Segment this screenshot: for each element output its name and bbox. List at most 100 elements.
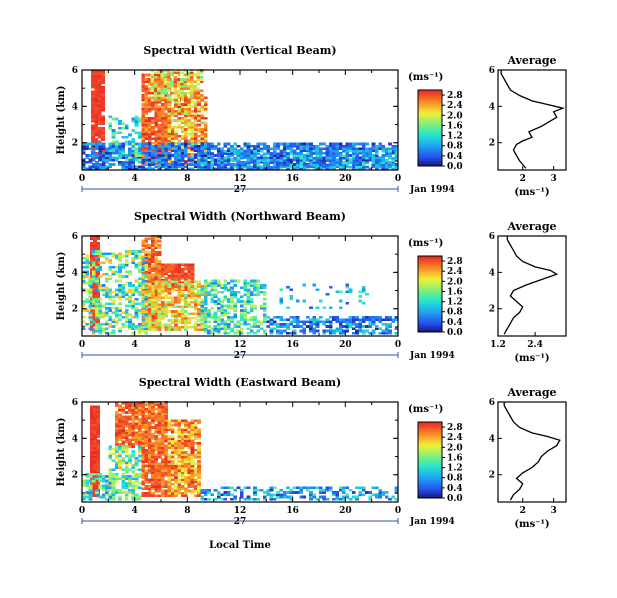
heatmap-cell bbox=[253, 320, 257, 324]
heatmap-cell bbox=[319, 163, 323, 167]
heatmap-cell bbox=[190, 492, 195, 495]
heatmap-cell bbox=[170, 314, 175, 318]
heatmap-cell bbox=[381, 331, 386, 335]
heatmap-cell bbox=[144, 107, 149, 111]
heatmap-cell bbox=[157, 128, 162, 131]
heatmap-cell bbox=[335, 290, 340, 294]
heatmap-cell bbox=[157, 71, 161, 75]
heatmap-cell bbox=[371, 154, 376, 157]
heatmap-cell bbox=[144, 312, 149, 316]
heatmap-cell bbox=[105, 154, 109, 157]
heatmap-cell bbox=[144, 266, 149, 269]
heatmap-cell bbox=[309, 325, 313, 328]
heatmap-cell bbox=[180, 167, 185, 171]
heatmap-cell bbox=[121, 291, 126, 294]
heatmap-cell bbox=[121, 461, 126, 465]
heatmap-cell bbox=[147, 269, 152, 272]
heatmap-cell bbox=[101, 72, 105, 75]
heatmap-cell bbox=[266, 149, 271, 153]
heatmap-cell bbox=[332, 154, 336, 157]
heatmap-cell bbox=[302, 160, 307, 164]
heatmap-cell bbox=[128, 422, 132, 426]
heatmap-cell bbox=[183, 94, 188, 97]
heatmap-cell bbox=[134, 309, 139, 312]
heatmap-cell bbox=[259, 159, 264, 162]
heatmap-cell bbox=[180, 473, 185, 477]
heatmap-cell bbox=[193, 316, 198, 320]
heatmap-cell bbox=[111, 497, 116, 501]
heatmap-cell bbox=[154, 105, 159, 109]
heatmap-cell bbox=[154, 303, 159, 306]
heatmap-cell bbox=[177, 123, 182, 127]
heatmap-cell bbox=[342, 156, 346, 160]
heatmap-cell bbox=[197, 128, 201, 131]
heatmap-cell bbox=[309, 151, 313, 155]
heatmap-cell bbox=[157, 419, 162, 422]
heatmap-cell bbox=[147, 158, 152, 162]
heatmap-cell bbox=[150, 98, 155, 102]
heatmap-cell bbox=[147, 287, 152, 291]
heatmap-cell bbox=[167, 442, 172, 445]
heatmap-cell bbox=[203, 148, 208, 152]
heatmap-cell bbox=[167, 114, 172, 118]
heatmap-cell bbox=[151, 448, 155, 452]
heatmap-cell bbox=[144, 437, 149, 441]
heatmap-cell bbox=[197, 462, 201, 466]
heatmap-cell bbox=[121, 167, 126, 171]
heatmap-cell bbox=[97, 97, 102, 100]
heatmap-cell bbox=[121, 126, 126, 130]
heatmap-cell bbox=[312, 316, 317, 319]
heatmap-cell bbox=[210, 142, 215, 146]
heatmap-cell bbox=[180, 460, 185, 463]
heatmap-cell bbox=[118, 268, 122, 271]
heatmap-cell bbox=[167, 112, 172, 115]
heatmap-cell bbox=[184, 160, 188, 164]
heatmap-cell bbox=[141, 244, 145, 247]
heatmap-cell bbox=[97, 72, 102, 75]
heatmap-cell bbox=[95, 142, 99, 146]
heatmap-cell bbox=[177, 107, 182, 111]
heatmap-cell bbox=[279, 159, 284, 162]
heatmap-cell bbox=[147, 319, 152, 322]
heatmap-cell bbox=[157, 239, 162, 243]
heatmap-cell bbox=[151, 251, 155, 254]
heatmap-cell bbox=[173, 85, 178, 88]
heatmap-cell bbox=[93, 405, 97, 409]
heatmap-cell bbox=[131, 140, 136, 144]
heatmap-cell bbox=[164, 446, 168, 450]
heatmap-cell bbox=[91, 149, 96, 153]
heatmap-cell bbox=[114, 450, 119, 453]
heatmap-cell bbox=[216, 167, 221, 171]
heatmap-cell bbox=[141, 460, 145, 463]
heatmap-cell bbox=[137, 325, 142, 328]
heatmap-cell bbox=[282, 322, 287, 326]
heatmap-cell bbox=[151, 457, 155, 461]
heatmap-cell bbox=[197, 165, 201, 169]
heatmap-cell bbox=[220, 304, 224, 308]
heatmap-cell bbox=[361, 318, 366, 321]
heatmap-cell bbox=[137, 468, 142, 472]
heatmap-cell bbox=[170, 419, 175, 422]
heatmap-cell bbox=[200, 306, 205, 310]
heatmap-cell bbox=[105, 151, 109, 155]
heatmap-cell bbox=[144, 432, 149, 436]
heatmap-cell bbox=[203, 297, 208, 301]
heatmap-cell bbox=[89, 478, 94, 482]
heatmap-cell bbox=[147, 149, 152, 153]
heatmap-cell bbox=[147, 446, 152, 450]
heatmap-cell bbox=[85, 288, 89, 292]
heatmap-cell bbox=[128, 491, 132, 494]
heatmap-cell bbox=[180, 437, 185, 441]
heatmap-cell bbox=[328, 331, 333, 335]
heatmap-cell bbox=[147, 462, 152, 466]
colorbar-tick-label: 0.0 bbox=[447, 162, 463, 172]
heatmap-cell bbox=[312, 327, 317, 331]
heatmap-cell bbox=[85, 254, 89, 258]
heatmap-cell bbox=[187, 100, 192, 104]
heatmap-cell bbox=[177, 291, 182, 295]
heatmap-cell bbox=[180, 448, 185, 452]
heatmap-cell bbox=[85, 154, 89, 157]
heatmap-cell bbox=[131, 252, 136, 256]
heatmap-cell bbox=[249, 145, 254, 148]
heatmap-cell bbox=[88, 311, 93, 315]
